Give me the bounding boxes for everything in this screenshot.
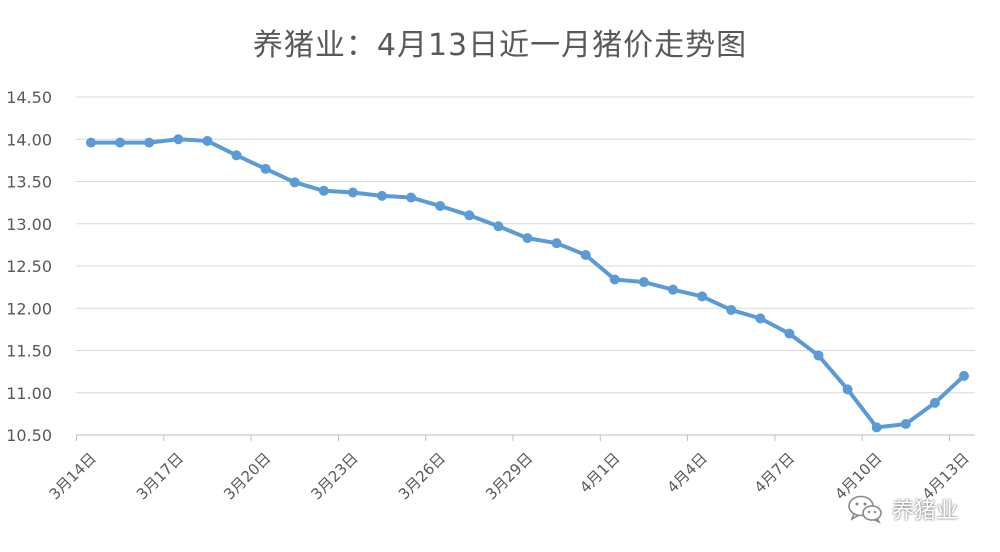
y-tick-label: 14.50 [6,88,52,107]
data-point [668,284,678,295]
y-tick-label: 11.00 [6,384,52,403]
data-point [289,177,300,188]
x-axis: 3月14日 3月17日 3月20日 3月23日 3月26日 3月29日 4月1日 4月4日 4月… [46,434,975,503]
y-tick-label: 11.50 [6,342,52,361]
data-point [406,192,417,203]
series-layer [86,134,969,433]
data-point [842,384,853,395]
wechat-icon [848,495,882,524]
chart-title: 养猪业：4月13日近一月猪价走势图 [252,28,748,63]
data-point [551,238,562,249]
watermark-text: 养猪业 [892,499,959,524]
y-tick-label: 12.00 [6,299,52,318]
data-point [522,233,533,244]
data-point [929,397,940,408]
x-tick-label: 3月26日 [395,449,449,503]
data-point [900,419,911,430]
data-point [609,274,620,285]
data-point [202,135,213,146]
data-point [959,370,969,381]
y-tick-label: 13.00 [6,215,52,234]
data-point [86,137,96,148]
y-tick-label: 13.50 [6,173,52,192]
x-tick-label: 3月23日 [308,449,362,503]
data-point [493,221,504,232]
data-point [784,328,795,339]
data-point [347,187,358,198]
x-tick-label: 3月20日 [220,449,274,503]
data-point [755,313,766,324]
x-tick-label: 4月4日 [663,449,710,496]
data-point [377,190,387,201]
data-point [435,201,446,212]
data-point [231,150,242,161]
data-point [318,185,329,196]
data-point [173,134,184,145]
data-point [260,163,271,174]
data-point [813,350,824,361]
y-tick-label: 10.50 [6,426,52,445]
x-tick-label: 3月29日 [482,449,536,503]
data-point [697,291,708,302]
series-line [89,137,966,430]
data-point [871,422,882,433]
y-axis: 14.50 14.00 13.50 13.00 12.50 12.00 11.50 11.00… [6,88,52,445]
x-tick-label: 4月7日 [751,449,798,496]
data-point [638,277,649,288]
data-point [115,137,126,148]
x-tick-label: 4月1日 [576,449,623,496]
data-point [144,137,155,148]
gridlines [76,96,975,436]
data-point [580,250,591,261]
watermark: 养猪业 [846,492,958,526]
data-point [726,304,737,315]
data-point [464,210,475,221]
y-tick-label: 14.00 [6,130,52,149]
y-tick-label: 12.50 [6,257,52,276]
x-tick-label: 3月14日 [46,449,100,503]
x-tick-label: 3月17日 [133,449,187,503]
